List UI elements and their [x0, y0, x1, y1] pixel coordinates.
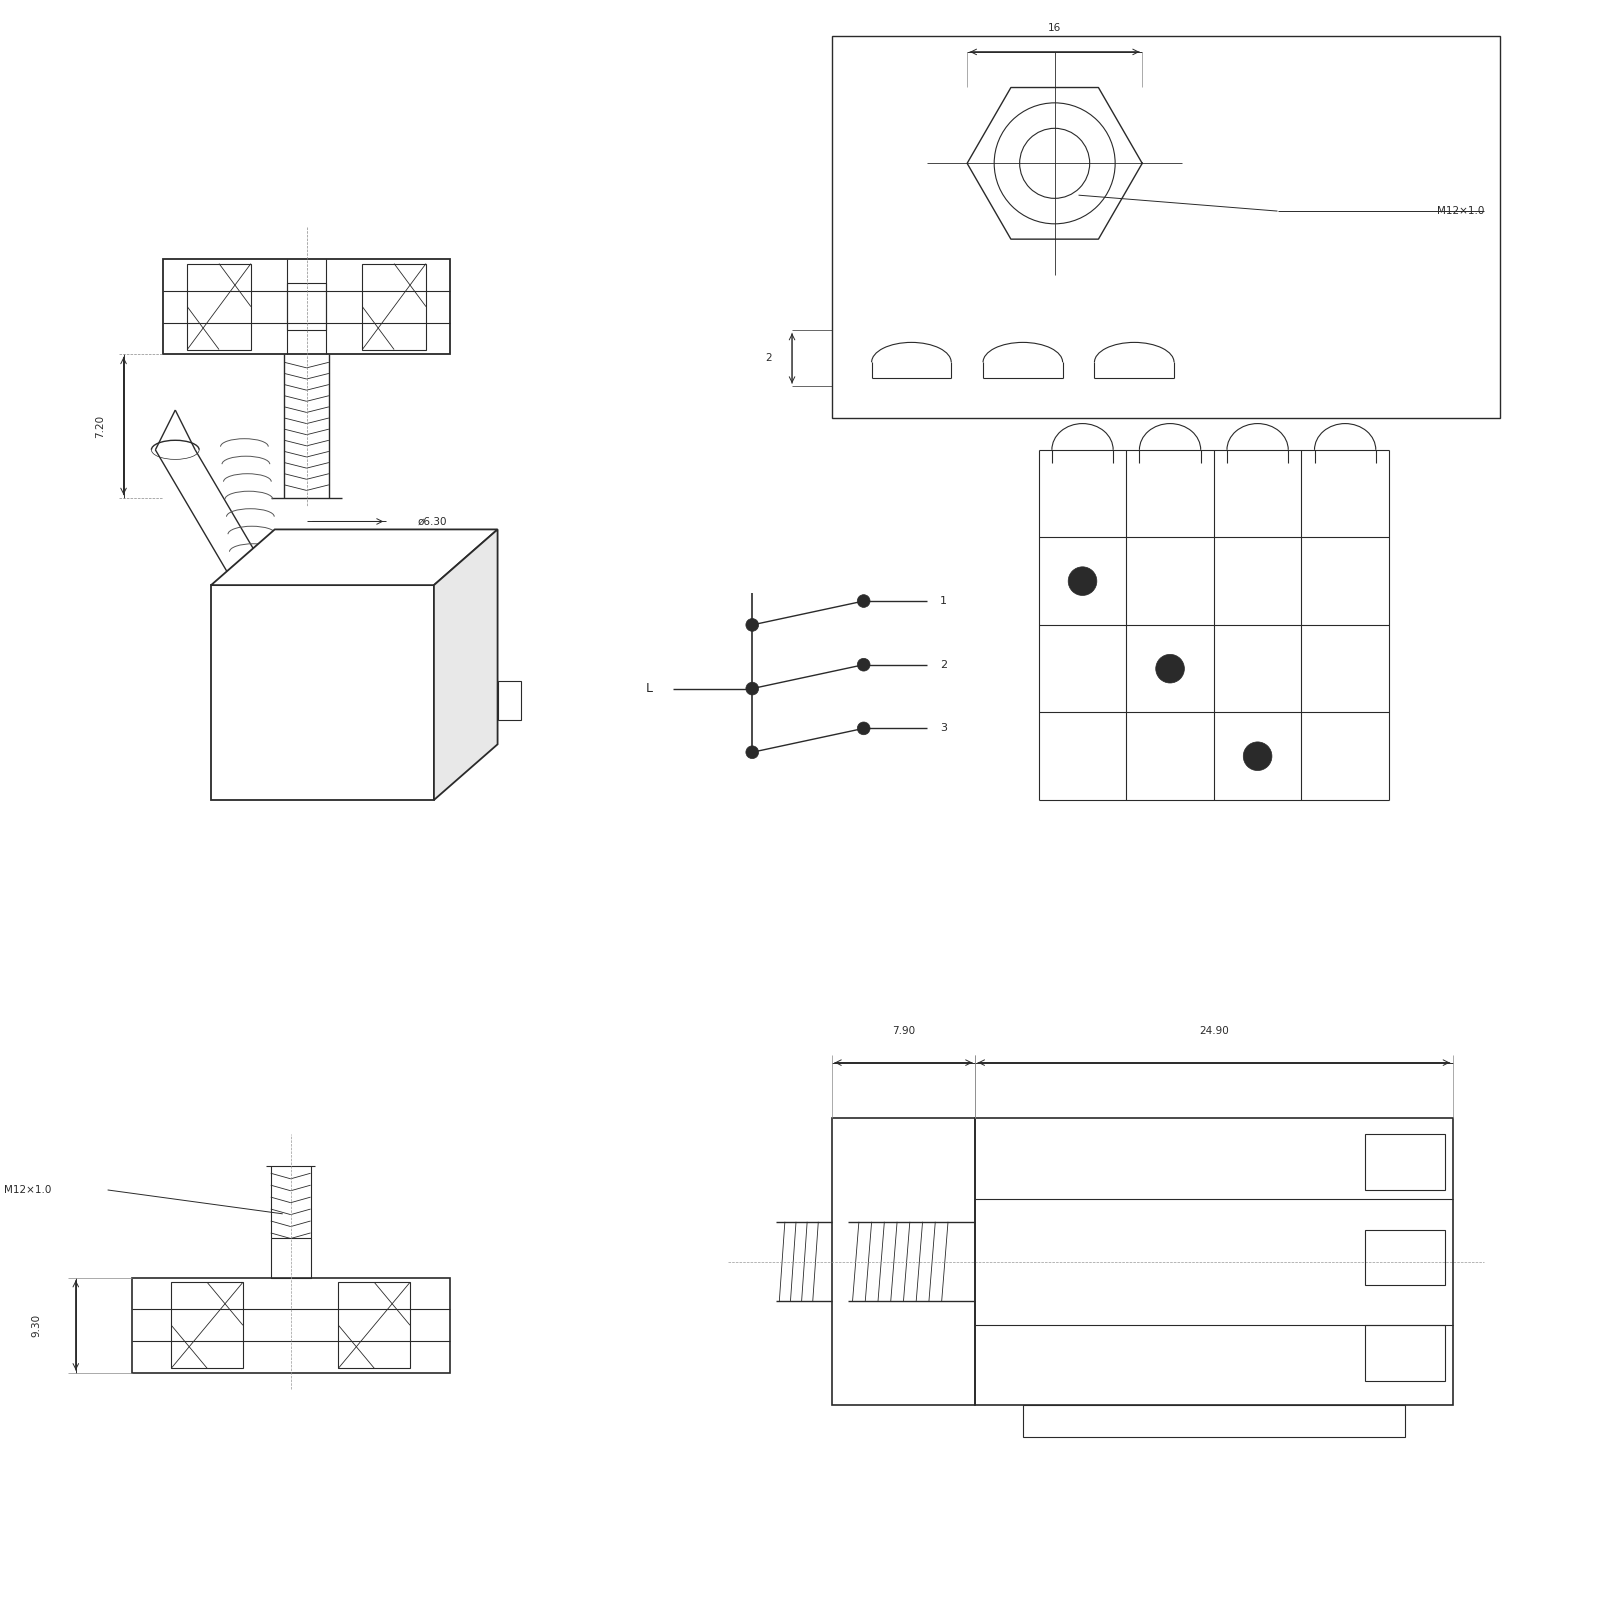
Circle shape — [1155, 654, 1184, 683]
Text: 2: 2 — [939, 659, 947, 670]
Bar — [1365, 1134, 1445, 1190]
Text: L: L — [645, 682, 653, 694]
Bar — [187, 264, 251, 349]
Bar — [1365, 1230, 1445, 1285]
Text: 7.90: 7.90 — [891, 1026, 915, 1035]
Bar — [832, 1118, 974, 1405]
Text: 7.20: 7.20 — [94, 414, 104, 437]
Bar — [291, 747, 331, 787]
Bar — [832, 35, 1501, 418]
Circle shape — [858, 722, 870, 734]
Text: 9.30: 9.30 — [30, 1314, 42, 1338]
Polygon shape — [211, 586, 434, 800]
Text: M12×1.0: M12×1.0 — [1437, 206, 1485, 216]
Circle shape — [746, 746, 758, 758]
Circle shape — [858, 595, 870, 608]
Circle shape — [858, 658, 870, 670]
Circle shape — [746, 619, 758, 632]
Bar — [498, 680, 522, 720]
Bar — [974, 1118, 1453, 1405]
Text: 2: 2 — [765, 354, 771, 363]
Circle shape — [1243, 742, 1272, 771]
Bar — [474, 696, 490, 736]
Text: ø6.30: ø6.30 — [418, 517, 448, 526]
Text: 16: 16 — [1048, 22, 1061, 34]
Bar — [288, 283, 326, 331]
Polygon shape — [434, 530, 498, 800]
Bar — [163, 259, 450, 354]
Bar — [362, 264, 426, 349]
Bar — [339, 1282, 410, 1368]
Bar — [270, 1238, 310, 1277]
Circle shape — [1069, 566, 1098, 595]
Text: 24.90: 24.90 — [1198, 1026, 1229, 1035]
Bar — [1022, 1405, 1405, 1437]
Text: 1: 1 — [939, 597, 947, 606]
Bar — [227, 747, 267, 787]
Bar — [1365, 1325, 1445, 1381]
Text: 3: 3 — [939, 723, 947, 733]
Bar — [171, 1282, 243, 1368]
Circle shape — [746, 682, 758, 694]
Bar — [131, 1277, 450, 1373]
Polygon shape — [211, 530, 498, 586]
Text: M12×1.0: M12×1.0 — [5, 1186, 51, 1195]
